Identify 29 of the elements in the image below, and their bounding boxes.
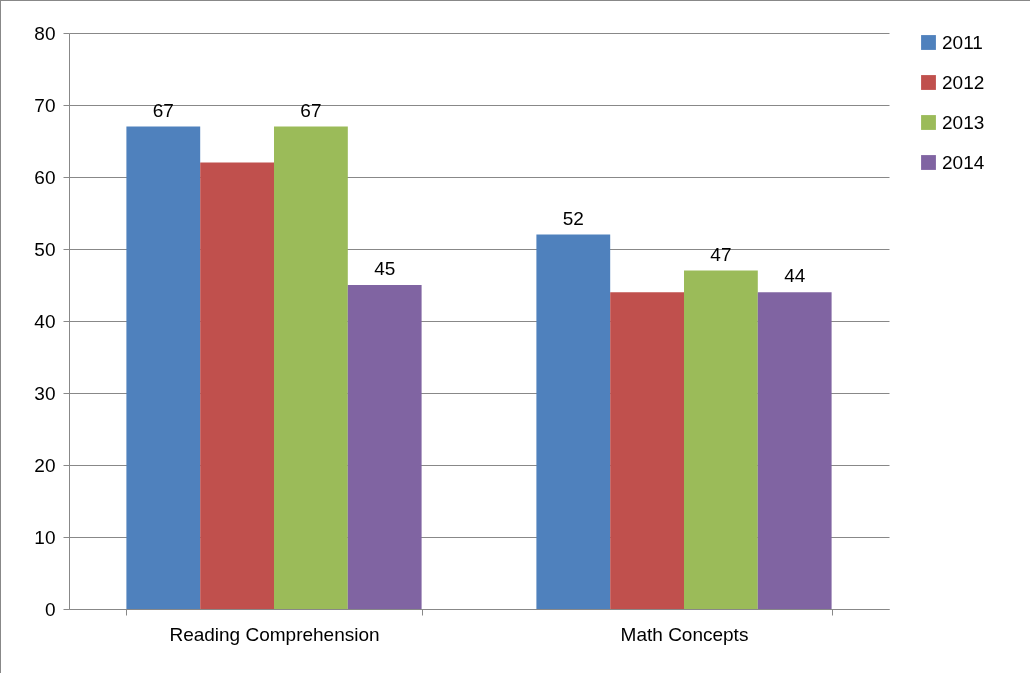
y-tick-label: 10 bbox=[34, 526, 56, 548]
y-tick-label: 50 bbox=[34, 238, 56, 260]
legend-label: 2011 bbox=[942, 31, 983, 53]
bar bbox=[610, 292, 684, 609]
y-tick-label: 60 bbox=[34, 166, 56, 188]
y-tick-label: 40 bbox=[34, 310, 56, 332]
y-tick-label: 0 bbox=[44, 598, 56, 620]
data-label: 45 bbox=[374, 258, 396, 279]
data-label: 52 bbox=[562, 207, 584, 229]
data-label: 44 bbox=[784, 265, 806, 287]
x-tick-label: Math Concepts bbox=[620, 623, 749, 645]
y-tick-label: 30 bbox=[34, 382, 56, 404]
data-label: 47 bbox=[710, 243, 732, 265]
bar bbox=[757, 292, 832, 609]
legend-label: 2012 bbox=[942, 71, 985, 93]
legend-label: 2013 bbox=[942, 111, 985, 133]
bar bbox=[684, 270, 758, 609]
bar bbox=[200, 162, 274, 609]
bar bbox=[347, 285, 422, 609]
legend-label: 2014 bbox=[942, 151, 985, 173]
y-tick-label: 70 bbox=[34, 94, 56, 116]
y-tick-label: 20 bbox=[34, 454, 56, 476]
bar bbox=[274, 126, 348, 609]
x-tick-label: Reading Comprehension bbox=[169, 623, 380, 645]
y-tick-label: 80 bbox=[34, 22, 56, 44]
bar bbox=[126, 126, 201, 609]
bar bbox=[536, 234, 611, 609]
data-label: 67 bbox=[300, 99, 322, 121]
data-label: 67 bbox=[152, 99, 174, 121]
